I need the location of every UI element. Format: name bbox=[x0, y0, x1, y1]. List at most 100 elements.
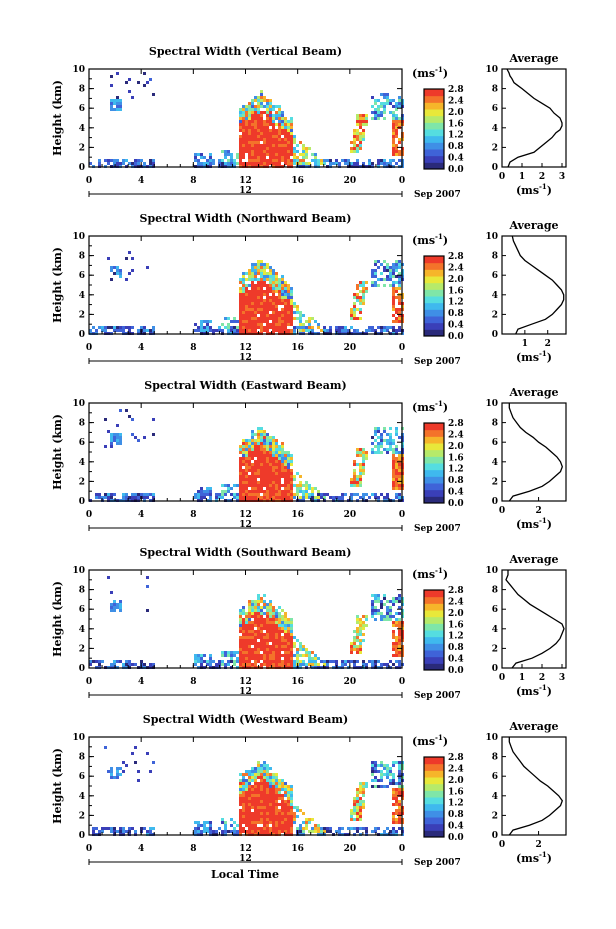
heatmap-cell bbox=[299, 496, 302, 499]
heatmap-cell bbox=[359, 281, 362, 284]
heatmap-cell bbox=[371, 162, 374, 165]
heatmap-cell bbox=[371, 663, 374, 666]
heatmap-cell bbox=[341, 660, 344, 663]
heatmap-cell bbox=[251, 448, 254, 451]
heatmap-cell bbox=[242, 830, 245, 833]
heatmap-cell bbox=[386, 493, 389, 496]
heatmap-cell bbox=[398, 329, 401, 332]
heatmap-cell bbox=[305, 487, 308, 490]
heatmap-cell bbox=[284, 132, 287, 135]
heatmap-cell bbox=[230, 329, 233, 332]
heatmap-cell bbox=[287, 287, 290, 290]
heatmap-cell bbox=[380, 493, 383, 496]
heatmap-cell bbox=[260, 299, 263, 302]
heatmap-cell bbox=[254, 111, 257, 114]
heatmap-cell bbox=[272, 475, 275, 478]
heatmap-cell bbox=[116, 159, 119, 162]
heatmap-cell bbox=[260, 454, 263, 457]
heatmap-cell bbox=[110, 442, 113, 445]
average-y-tick-label: 0 bbox=[492, 664, 498, 674]
colorbar-swatch bbox=[424, 129, 444, 137]
heatmap-cell bbox=[299, 141, 302, 144]
heatmap-cell bbox=[275, 794, 278, 797]
heatmap-cell bbox=[272, 305, 275, 308]
heatmap-cell bbox=[242, 317, 245, 320]
heatmap-cell bbox=[380, 105, 383, 108]
heatmap-cell bbox=[359, 135, 362, 138]
heatmap-cell bbox=[398, 314, 401, 317]
heatmap-cell bbox=[245, 117, 248, 120]
heatmap-cell bbox=[227, 490, 230, 493]
heatmap-cell bbox=[359, 624, 362, 627]
heatmap-cell bbox=[113, 660, 116, 663]
heatmap-cell bbox=[242, 827, 245, 830]
heatmap-cell bbox=[257, 621, 260, 624]
heatmap-cell bbox=[380, 663, 383, 666]
heatmap-cell bbox=[146, 830, 149, 833]
heatmap-cell bbox=[398, 776, 401, 779]
heatmap-cell bbox=[380, 618, 383, 621]
heatmap-cell bbox=[257, 609, 260, 612]
heatmap-cell bbox=[218, 827, 221, 830]
heatmap-cell bbox=[206, 827, 209, 830]
heatmap-cell bbox=[260, 788, 263, 791]
heatmap-cell bbox=[287, 651, 290, 654]
heatmap-cell bbox=[281, 815, 284, 818]
heatmap-cell bbox=[275, 484, 278, 487]
heatmap-cell bbox=[239, 824, 242, 827]
heatmap-cell bbox=[272, 657, 275, 660]
heatmap-cell bbox=[242, 618, 245, 621]
heatmap-cell bbox=[200, 490, 203, 493]
heatmap-cell bbox=[254, 481, 257, 484]
heatmap-cell bbox=[251, 615, 254, 618]
average-y-tick-label: 6 bbox=[492, 104, 498, 114]
heatmap-cell bbox=[254, 618, 257, 621]
heatmap-cell bbox=[245, 105, 248, 108]
heatmap-cell bbox=[257, 260, 260, 263]
heatmap-cell bbox=[263, 457, 266, 460]
heatmap-cell bbox=[278, 621, 281, 624]
heatmap-cell bbox=[392, 830, 395, 833]
heatmap-cell bbox=[272, 302, 275, 305]
heatmap-cell bbox=[113, 329, 116, 332]
heatmap-cell bbox=[287, 812, 290, 815]
heatmap-cell bbox=[374, 439, 377, 442]
heatmap-cell bbox=[269, 815, 272, 818]
heatmap-cell bbox=[254, 144, 257, 147]
heatmap-cell bbox=[257, 293, 260, 296]
heatmap-cell bbox=[257, 651, 260, 654]
heatmap-cell bbox=[269, 633, 272, 636]
heatmap-cell bbox=[383, 830, 386, 833]
heatmap-cell bbox=[236, 153, 239, 156]
heatmap-cell bbox=[335, 660, 338, 663]
heatmap-cell bbox=[287, 469, 290, 472]
heatmap-cell bbox=[284, 457, 287, 460]
heatmap-cell bbox=[197, 159, 200, 162]
heatmap-cell bbox=[350, 827, 353, 830]
heatmap-cell bbox=[284, 454, 287, 457]
x-axis-title: Local Time bbox=[211, 868, 279, 881]
heatmap-cell bbox=[359, 141, 362, 144]
heatmap-cell bbox=[242, 323, 245, 326]
average-title: Average bbox=[508, 553, 558, 566]
heatmap-cell bbox=[263, 663, 266, 666]
heatmap-cell bbox=[356, 159, 359, 162]
heatmap-cell bbox=[275, 612, 278, 615]
heatmap-cell bbox=[380, 159, 383, 162]
heatmap-cell bbox=[272, 466, 275, 469]
average-profile-line bbox=[508, 403, 563, 502]
heatmap-cell bbox=[260, 791, 263, 794]
average-x-tick-label: 3 bbox=[559, 172, 565, 182]
heatmap-cell bbox=[242, 493, 245, 496]
heatmap-cell bbox=[395, 621, 398, 624]
heatmap-cell bbox=[326, 830, 329, 833]
heatmap-cell bbox=[239, 773, 242, 776]
heatmap-cell bbox=[116, 439, 119, 442]
heatmap-cell bbox=[248, 791, 251, 794]
heatmap-cell bbox=[260, 657, 263, 660]
heatmap-cell bbox=[245, 478, 248, 481]
heatmap-cell bbox=[101, 326, 104, 329]
heatmap-cell bbox=[257, 132, 260, 135]
heatmap-cell bbox=[275, 463, 278, 466]
heatmap-cell bbox=[398, 645, 401, 648]
